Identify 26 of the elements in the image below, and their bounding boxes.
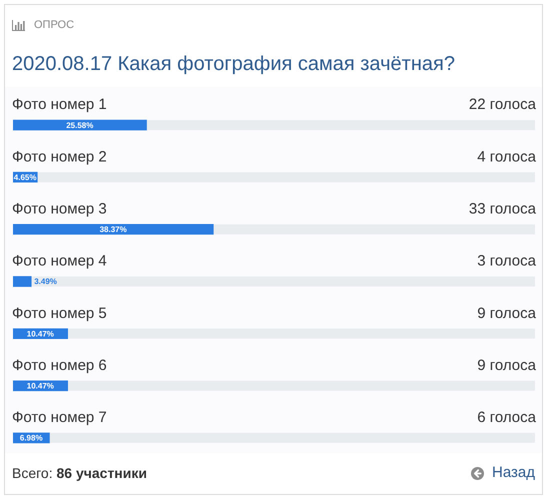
y-tick-label: Фото номер 4 bbox=[12, 252, 107, 270]
annotation: 4 голоса bbox=[477, 148, 537, 166]
y-tick-label: Фото номер 1 bbox=[12, 96, 107, 114]
text: ОПРОС bbox=[34, 18, 74, 32]
data-label: 6.98% bbox=[20, 434, 43, 443]
data-label: 38.37% bbox=[100, 225, 127, 234]
annotation: 9 голоса bbox=[477, 304, 537, 322]
annotation: 9 голоса bbox=[477, 356, 537, 374]
y-tick-label: Фото номер 6 bbox=[12, 356, 107, 374]
annotation: 22 голоса bbox=[468, 96, 537, 114]
data-label: 3.49% bbox=[34, 277, 57, 286]
data-label: 10.47% bbox=[26, 329, 54, 338]
annotation: 3 голоса bbox=[477, 252, 537, 270]
y-tick-label: Фото номер 2 bbox=[12, 148, 107, 166]
bar bbox=[13, 276, 32, 287]
data-label: 25.58% bbox=[66, 120, 94, 130]
text: Всего: 86 участники bbox=[12, 465, 147, 481]
data-label: 10.47% bbox=[26, 381, 54, 390]
y-tick-label: Фото номер 5 bbox=[12, 304, 107, 322]
y-tick-label: Фото номер 7 bbox=[12, 409, 107, 426]
annotation: 33 голоса bbox=[468, 200, 537, 218]
chart-title: 2020.08.17 Какая фотография самая зачётная? bbox=[12, 52, 455, 77]
y-tick-label: Фото номер 3 bbox=[12, 200, 107, 218]
text: Назад bbox=[492, 463, 535, 483]
data-label: 4.65% bbox=[14, 172, 36, 182]
annotation: 6 голоса bbox=[477, 409, 537, 426]
